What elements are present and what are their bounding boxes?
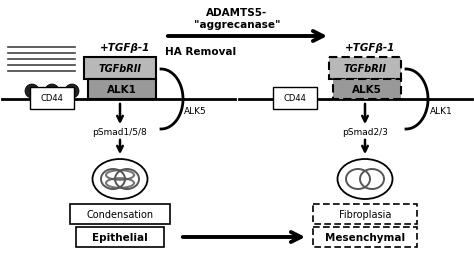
Bar xyxy=(273,88,317,109)
Text: +TGFβ-1: +TGFβ-1 xyxy=(345,43,395,53)
Bar xyxy=(313,204,417,224)
Bar xyxy=(329,58,401,80)
Bar xyxy=(30,88,74,109)
Bar xyxy=(84,58,156,80)
Text: Condensation: Condensation xyxy=(86,209,154,219)
Text: ALK1: ALK1 xyxy=(430,107,453,116)
Circle shape xyxy=(65,85,79,99)
Text: HA Removal: HA Removal xyxy=(165,47,236,57)
Bar xyxy=(70,204,170,224)
Text: pSmad2/3: pSmad2/3 xyxy=(342,128,388,137)
Text: TGFbRII: TGFbRII xyxy=(344,64,386,74)
Text: ADAMTS5-: ADAMTS5- xyxy=(206,8,268,18)
Bar xyxy=(88,80,156,100)
Text: ALK1: ALK1 xyxy=(107,85,137,95)
Text: Epithelial: Epithelial xyxy=(92,232,148,242)
Ellipse shape xyxy=(92,159,147,199)
Ellipse shape xyxy=(337,159,392,199)
Bar xyxy=(313,227,417,247)
Text: ALK5: ALK5 xyxy=(184,107,207,116)
Text: ALK5: ALK5 xyxy=(352,85,382,95)
Bar xyxy=(76,227,164,247)
Text: CD44: CD44 xyxy=(41,94,64,103)
Circle shape xyxy=(25,85,39,99)
Bar xyxy=(333,80,401,100)
Text: pSmad1/5/8: pSmad1/5/8 xyxy=(92,128,147,137)
Text: +TGFβ-1: +TGFβ-1 xyxy=(100,43,150,53)
Text: Fibroplasia: Fibroplasia xyxy=(339,209,391,219)
Text: Mesenchymal: Mesenchymal xyxy=(325,232,405,242)
Text: CD44: CD44 xyxy=(283,94,306,103)
Text: "aggrecanase": "aggrecanase" xyxy=(194,20,280,30)
Text: TGFbRII: TGFbRII xyxy=(99,64,142,74)
Circle shape xyxy=(45,85,59,99)
